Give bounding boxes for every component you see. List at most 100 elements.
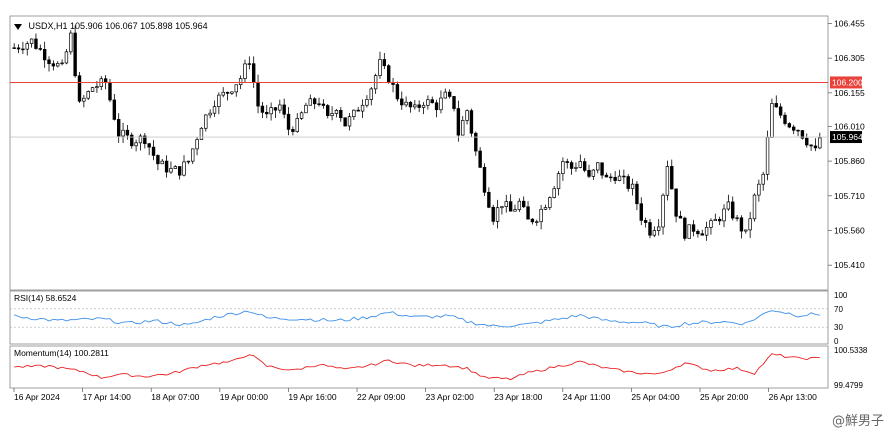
bull-candle	[230, 91, 234, 94]
bear-candle	[356, 109, 360, 112]
bear-candle	[613, 176, 617, 181]
bear-candle	[317, 103, 321, 105]
price-tick-label: 105.860	[834, 156, 865, 166]
bear-candle	[77, 75, 82, 102]
bear-candle	[478, 150, 482, 168]
bull-candle	[195, 139, 199, 150]
bull-candle	[426, 99, 430, 106]
bull-candle	[443, 91, 448, 99]
bull-candle	[757, 183, 761, 196]
rsi-label: RSI(14) 58.6524	[14, 293, 77, 303]
rsi-panel[interactable]	[9, 290, 829, 345]
bull-candle	[238, 78, 243, 86]
bull-candle	[630, 183, 635, 189]
bear-candle	[787, 123, 792, 128]
bear-candle	[700, 233, 704, 236]
bear-candle	[683, 217, 687, 239]
momentum-line	[14, 353, 820, 381]
price-tick-label: 106.155	[834, 88, 865, 98]
bull-candle	[365, 99, 369, 106]
bull-candle	[182, 161, 186, 176]
bull-candle	[656, 226, 661, 231]
bear-candle	[395, 84, 400, 100]
bear-candle	[430, 99, 434, 104]
bull-candle	[204, 114, 208, 129]
bear-candle	[16, 47, 21, 50]
ohlc-values: 105.906 106.067 105.898 105.964	[70, 21, 208, 31]
bull-candle	[752, 194, 757, 220]
time-tick-label: 17 Apr 14:00	[83, 392, 131, 402]
time-tick-label: 16 Apr 2024	[14, 392, 60, 402]
time-tick-label: 23 Apr 02:00	[426, 392, 474, 402]
bull-candle	[278, 104, 282, 111]
bear-candle	[225, 91, 230, 94]
bull-candle	[574, 167, 578, 169]
bear-candle	[526, 206, 530, 220]
bull-candle	[247, 63, 252, 65]
bull-candle	[217, 94, 221, 107]
price-tick-label: 105.710	[834, 191, 865, 201]
bull-candle	[121, 129, 125, 137]
bear-candle	[21, 48, 25, 51]
time-tick-label: 26 Apr 13:00	[769, 392, 817, 402]
bull-candle	[556, 173, 561, 190]
bear-candle	[408, 101, 413, 108]
bull-candle	[413, 104, 417, 108]
bear-candle	[530, 218, 535, 223]
bear-candle	[339, 110, 343, 119]
current-price-label: 105.964	[832, 132, 863, 142]
bull-candle	[360, 104, 365, 112]
bull-candle	[617, 175, 622, 181]
bear-candle	[670, 166, 674, 190]
bear-candle	[382, 59, 387, 67]
bear-candle	[791, 126, 796, 131]
price-tick-label: 106.010	[834, 121, 865, 131]
bear-candle	[565, 161, 569, 163]
time-tick-label: 25 Apr 20:00	[700, 392, 748, 402]
candles[interactable]	[12, 25, 822, 241]
bear-candle	[569, 162, 574, 169]
bull-candle	[548, 197, 552, 208]
bull-candle	[169, 168, 173, 173]
price-panel-header: USDX,H1 105.906 106.067 105.898 105.964	[14, 21, 208, 31]
bear-candle	[778, 106, 783, 116]
bear-candle	[809, 144, 813, 147]
bear-candle	[112, 99, 117, 120]
bear-candle	[38, 48, 43, 50]
bull-candle	[495, 207, 500, 222]
bull-candle	[308, 98, 313, 106]
momentum-panel-frame	[9, 345, 829, 389]
bear-candle	[321, 103, 326, 106]
bull-candle	[439, 97, 443, 111]
collapse-triangle-icon[interactable]	[14, 23, 22, 30]
bull-candle	[173, 166, 178, 169]
price-tick-label: 105.410	[834, 260, 865, 270]
bull-candle	[722, 208, 726, 222]
bull-candle	[665, 166, 670, 196]
bull-candle	[234, 84, 238, 93]
bull-candle	[661, 194, 665, 228]
bull-candle	[465, 110, 469, 121]
bull-candle	[304, 104, 308, 114]
bull-candle	[713, 218, 718, 222]
bear-candle	[487, 191, 491, 208]
bear-candle	[587, 170, 591, 177]
bear-candle	[434, 102, 439, 111]
bull-candle	[543, 207, 548, 210]
level-price-tag	[830, 76, 862, 89]
bear-candle	[796, 129, 800, 132]
bull-candle	[652, 230, 657, 236]
momentum-panel[interactable]	[9, 345, 829, 389]
bull-candle	[295, 118, 299, 132]
price-tick-label: 106.305	[834, 53, 865, 63]
bull-candle	[726, 201, 731, 210]
time-tick-label: 24 Apr 11:00	[563, 392, 611, 402]
time-tick-label: 22 Apr 09:00	[357, 392, 405, 402]
bear-candle	[643, 220, 648, 223]
price-panel[interactable]	[9, 15, 829, 291]
bull-candle	[504, 201, 508, 207]
bear-candle	[482, 166, 487, 193]
bull-candle	[369, 88, 373, 100]
